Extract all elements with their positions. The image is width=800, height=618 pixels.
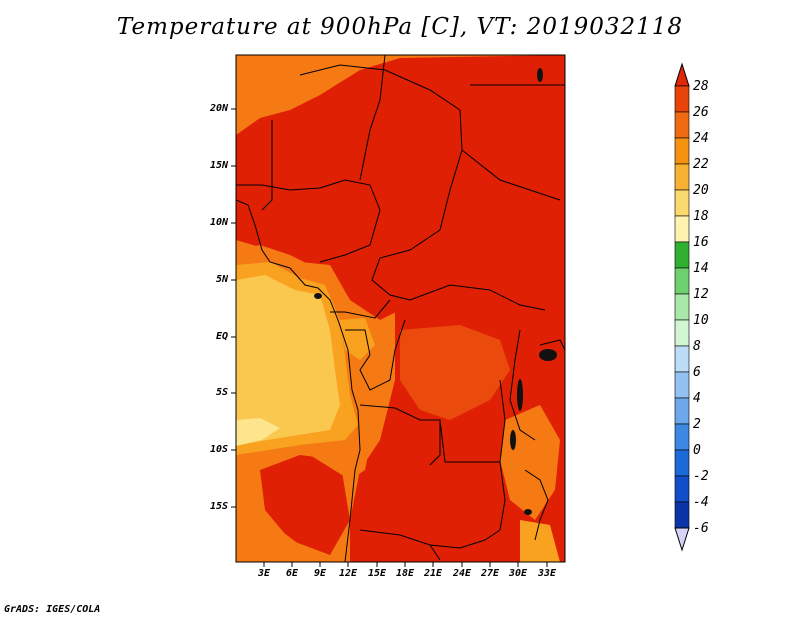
x-axis-label: 27E [480, 568, 500, 579]
field-basin [400, 325, 510, 420]
colorbar-swatch [674, 137, 690, 165]
colorbar-swatch [674, 267, 690, 295]
colorbar-label: 26 [693, 105, 709, 120]
colorbar-swatch [674, 371, 690, 399]
y-axis-label: 20N [209, 103, 228, 114]
colorbar-label: -6 [693, 521, 709, 536]
colorbar-swatch [674, 111, 690, 139]
colorbar-swatch [674, 449, 690, 477]
colorbar-swatch [674, 293, 690, 321]
colorbar-bottom-arrow [674, 527, 690, 552]
colorbar-label: -2 [693, 469, 709, 484]
colorbar-label: 10 [693, 313, 709, 328]
y-axis-label: 15S [209, 501, 228, 512]
field-gabon-patch [340, 318, 375, 360]
border-line [236, 179, 381, 263]
lake-mark [524, 509, 532, 515]
colorbar-label: 14 [693, 261, 709, 276]
colorbar-label: 8 [693, 339, 701, 354]
plot-frame [235, 54, 566, 563]
country-borders [236, 55, 565, 562]
colorbar-label: 18 [693, 209, 709, 224]
border-line [461, 149, 561, 201]
lake-mark [314, 293, 322, 299]
colorbar-swatch [674, 423, 690, 451]
y-axis-label: EQ [215, 331, 228, 342]
temperature-field [236, 55, 565, 562]
colorbar-swatch [674, 163, 690, 191]
border-line [359, 55, 386, 181]
border-line [429, 420, 441, 466]
field-orange-nw [236, 55, 380, 115]
x-axis-label: 15E [367, 568, 387, 579]
lake-mark [517, 379, 523, 411]
border-line [359, 404, 500, 463]
colorbar-swatch [674, 189, 690, 217]
x-axis-label: 30E [508, 568, 528, 579]
border-line [429, 544, 441, 561]
colorbar-swatch [674, 501, 690, 529]
colorbar-label: 2 [693, 417, 701, 432]
lake-mark [539, 349, 557, 361]
field-ocean-pale [236, 418, 280, 446]
border-line [359, 529, 501, 549]
x-axis-label: 18E [395, 568, 415, 579]
x-axis-label: 9E [313, 568, 327, 579]
border-line [409, 284, 546, 311]
colorbar-label: 0 [693, 443, 701, 458]
x-axis-label: 12E [338, 568, 358, 579]
colorbar-swatch [674, 241, 690, 269]
y-axis-label: 10N [209, 217, 228, 228]
x-axis-label: 33E [537, 568, 557, 579]
border-line [261, 120, 273, 211]
colorbar-label: 22 [693, 157, 709, 172]
colorbar-swatch [674, 85, 690, 113]
border-line [509, 329, 536, 441]
x-axis-label: 6E [285, 568, 299, 579]
field-ocean-yellow [236, 275, 340, 445]
y-axis-label: 5N [215, 274, 228, 285]
colorbar-label: 6 [693, 365, 701, 380]
footer-credit: GrADS: IGES/COLA [4, 604, 101, 615]
field-red-north [236, 55, 565, 330]
colorbar-top-arrow [674, 62, 690, 87]
border-line [371, 109, 463, 301]
border-line [330, 299, 391, 319]
border-line [345, 319, 406, 391]
x-axis-label: 21E [423, 568, 443, 579]
y-axis-label: 15N [209, 160, 228, 171]
colorbar-swatch [674, 475, 690, 503]
colorbar-label: 12 [693, 287, 709, 302]
colorbar-label: 24 [693, 131, 709, 146]
border-line [499, 379, 506, 531]
colorbar-swatch [674, 345, 690, 373]
lake-mark [510, 430, 516, 450]
x-axis-label: 3E [257, 568, 271, 579]
colorbar-swatch [674, 397, 690, 425]
border-line [524, 469, 549, 541]
colorbar-swatch [674, 319, 690, 347]
colorbar-label: 28 [693, 79, 709, 94]
border-line [299, 64, 461, 111]
colorbar [674, 62, 690, 552]
axis-ticks [231, 108, 548, 567]
lake-mark [537, 68, 543, 82]
colorbar-swatch [674, 215, 690, 243]
coastline [236, 199, 361, 562]
y-axis-label: 5S [215, 387, 228, 398]
field-red-sw [260, 455, 350, 555]
field-orange-south-edge [236, 500, 340, 562]
border-line [539, 339, 565, 351]
colorbar-label: 16 [693, 235, 709, 250]
colorbar-label: 20 [693, 183, 709, 198]
y-axis-label: 10S [209, 444, 228, 455]
lakes [314, 68, 557, 515]
colorbar-label: 4 [693, 391, 701, 406]
field-orange-se [520, 520, 560, 562]
map-title: Temperature at 900hPa [C], VT: 201903211… [116, 14, 684, 40]
x-axis-label: 24E [452, 568, 472, 579]
colorbar-label: -4 [693, 495, 709, 510]
